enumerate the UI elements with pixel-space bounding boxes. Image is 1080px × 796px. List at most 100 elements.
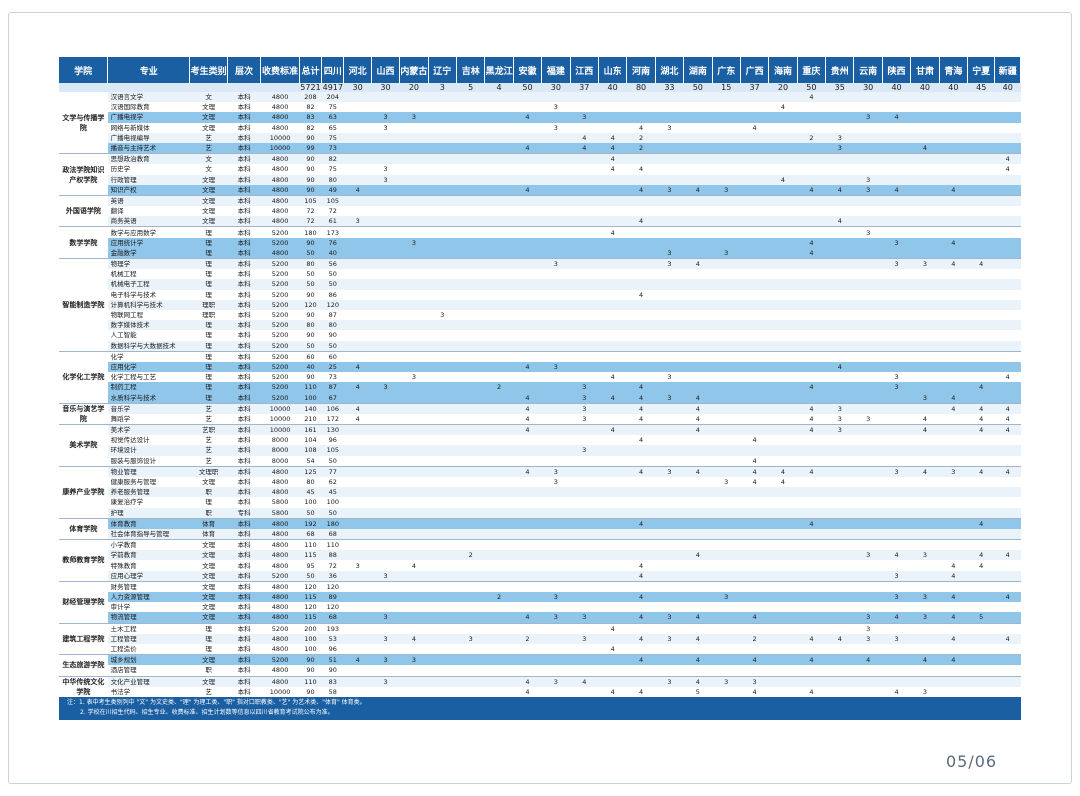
column-header: 黑龙江 [484, 57, 514, 83]
major-name: 应用统计学 [107, 237, 190, 248]
table-cell [712, 560, 741, 571]
table-cell [768, 269, 798, 280]
table-cell [967, 194, 995, 207]
table-cell [939, 122, 968, 133]
table-cell [399, 226, 429, 238]
table-cell [939, 206, 968, 217]
table-cell [541, 413, 571, 425]
table-cell [598, 194, 627, 207]
table-row: 工程管理理本科 4800 100 53 3 4 3 2 3 4 3 4 2 4 4 3 3 4 4 [59, 633, 1021, 644]
table-cell [853, 455, 883, 467]
table-cell [484, 194, 514, 207]
table-cell [994, 570, 1021, 582]
table-row: 应用心理学 文理 本科 5200 50 36 3 4 3 4 [59, 570, 1021, 582]
table-cell [967, 622, 995, 634]
table-cell: 3 [570, 402, 599, 414]
table-cell [428, 299, 457, 310]
major-name: 汉语国际教育 [107, 102, 190, 113]
table-cell [768, 392, 798, 404]
table-cell [882, 455, 911, 467]
table-cell: 文理 [189, 570, 228, 582]
table-cell: 104 [299, 435, 322, 446]
table-cell [825, 320, 854, 331]
table-cell [371, 476, 400, 488]
table-cell: 68 [321, 612, 344, 624]
table-cell [712, 455, 741, 467]
major-name: 机械电子工程 [107, 279, 190, 290]
totals-cell [107, 83, 190, 92]
table-cell [513, 132, 542, 143]
table-cell: 2 [484, 592, 514, 603]
table-cell [513, 164, 542, 175]
table-row: 服装与服饰设计艺本科 8000 54 50 4 [59, 455, 1021, 467]
table-cell [570, 643, 599, 655]
table-cell [910, 132, 940, 143]
table-cell [399, 413, 429, 425]
table-cell [882, 309, 911, 321]
table-cell: 4800 [260, 465, 300, 477]
totals-cell [227, 83, 261, 92]
table-cell [570, 289, 599, 300]
table-cell [456, 570, 485, 582]
table-cell [683, 382, 713, 393]
table-cell [456, 507, 485, 519]
table-cell [740, 309, 769, 321]
major-name: 护理 [107, 507, 190, 519]
table-cell: 3 [371, 164, 400, 175]
table-cell [967, 528, 995, 540]
table-cell [484, 102, 514, 113]
table-cell [371, 102, 400, 113]
table-cell [740, 216, 769, 227]
table-cell [343, 153, 372, 165]
table-cell: 4 [994, 633, 1021, 644]
table-cell: 艺 [189, 455, 228, 467]
table-cell: 5200 [260, 320, 300, 331]
table-cell [456, 226, 485, 238]
table-cell [484, 654, 514, 666]
table-cell: 4 [626, 465, 656, 477]
table-cell [910, 340, 940, 352]
table-cell [484, 402, 514, 414]
table-cell: 4800 [260, 528, 300, 540]
table-cell [626, 445, 656, 456]
table-cell [683, 330, 713, 341]
table-cell [683, 122, 713, 133]
table-cell [428, 350, 457, 362]
table-cell: 4 [797, 517, 826, 529]
table-cell [456, 372, 485, 383]
table-cell: 3 [371, 612, 400, 624]
table-cell: 4 [626, 570, 656, 582]
table-cell [939, 539, 968, 551]
table-cell [939, 424, 968, 436]
table-row: 化学化工学院 化学理本科 5200 60 60 [59, 350, 1021, 404]
table-cell [428, 435, 457, 446]
table-cell [484, 622, 514, 634]
table-cell: 本科 [227, 216, 261, 227]
table-cell [853, 309, 883, 321]
table-cell [541, 153, 571, 165]
table-cell: 105 [321, 194, 344, 207]
table-row: 历史学文本科 4800 90 75 3 4 4 4 [59, 164, 1021, 175]
table-cell: 4 [626, 402, 656, 414]
table-cell: 4 [626, 560, 656, 571]
table-cell [740, 226, 769, 238]
table-cell [541, 194, 571, 207]
table-cell [456, 194, 485, 207]
table-cell [712, 269, 741, 280]
table-cell [513, 539, 542, 551]
table-cell [994, 289, 1021, 300]
table-cell [825, 247, 854, 259]
table-cell: 3 [910, 392, 940, 404]
table-cell [428, 592, 457, 603]
table-cell [768, 497, 798, 508]
table-cell: 90 [299, 184, 322, 196]
table-cell [994, 320, 1021, 331]
major-name: 广播电视学 [107, 112, 190, 123]
table-cell: 4 [343, 361, 372, 373]
table-cell: 本科 [227, 153, 261, 165]
table-cell [655, 424, 684, 436]
table-cell [655, 487, 684, 498]
table-row: 舞蹈学艺本科 10000 210 172 4 4 3 4 4 4 3 3 4 4 4 [59, 413, 1021, 425]
table-cell [570, 299, 599, 310]
table-cell: 5200 [260, 654, 300, 666]
